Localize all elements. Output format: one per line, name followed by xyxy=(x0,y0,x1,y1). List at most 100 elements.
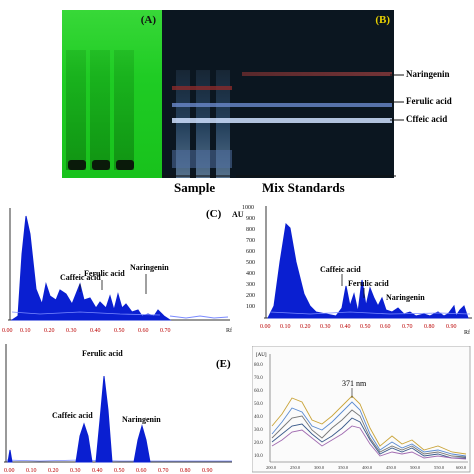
panel-f-ytick-40: 40.0 xyxy=(254,415,263,420)
spectrum-2 xyxy=(271,401,467,457)
band-label-ferulic: Ferulic acid xyxy=(406,96,452,106)
panel-e-tick-3: 0.30 xyxy=(70,468,81,474)
panel-d-ytick-900: 900 xyxy=(246,216,255,222)
spectrum-4 xyxy=(271,417,466,459)
panel-f-ytick-80: 80.0 xyxy=(254,363,263,368)
panel-f-xtick-550: 550.0 xyxy=(434,465,445,470)
panel-f-xtick-250: 250.0 xyxy=(290,465,301,470)
panel-c-peak-caffeic: Caffeic acid xyxy=(60,273,101,282)
panel-d-xtick-2: 0.20 xyxy=(300,324,311,330)
panel-b-annotations xyxy=(390,74,404,121)
panel-c-tick-7: 0.70 xyxy=(160,328,171,334)
panel-f-ytick-70: 70.0 xyxy=(254,376,263,381)
panel-f-ytick-50: 50.0 xyxy=(254,402,263,407)
panel-a-label: (A) xyxy=(140,14,156,26)
panel-e-tick-4: 0.40 xyxy=(92,468,103,474)
panel-c-tick-2: 0.20 xyxy=(44,328,55,334)
panel-f-y-unit: [AU] xyxy=(256,353,267,358)
panel-d-peak-ferulic: Ferulic acid xyxy=(348,279,389,288)
panel-f-xtick-200: 200.0 xyxy=(266,465,277,470)
lane-1 xyxy=(66,50,86,170)
lane-2 xyxy=(90,50,110,170)
panel-f-xtick-450: 450.0 xyxy=(386,465,397,470)
panel-c-label: (C) xyxy=(206,208,222,220)
panel-e-tick-7: 0.70 xyxy=(158,468,169,474)
panel-e-peak-naringenin: Naringenin xyxy=(122,415,161,424)
panel-d-ytick-500: 500 xyxy=(246,260,255,266)
panel-e-tick-0: 0.00 xyxy=(4,468,15,474)
panel-d-xtick-7: 0.70 xyxy=(402,324,413,330)
panel-c-tick-4: 0.40 xyxy=(90,328,101,334)
panel-f-xtick-350: 350.0 xyxy=(338,465,349,470)
panel-d-xtick-0: 0.00 xyxy=(260,324,271,330)
panel-c-peak-ferulic: Ferulic acid xyxy=(84,269,125,278)
panel-f-xtick-600: 600.0 xyxy=(456,465,467,470)
panel-d-ytick-400: 400 xyxy=(246,271,255,277)
panel-c-tick-3: 0.30 xyxy=(66,328,77,334)
band-red xyxy=(172,86,232,90)
panel-f-spectra: [AU] 80.0 70.0 60.0 50.0 40.0 30.0 20.0 … xyxy=(252,346,471,473)
panel-d-xtick-8: 0.80 xyxy=(424,324,435,330)
panel-c-tick-0: 0.00 xyxy=(2,328,13,334)
panel-e-tick-9: 0.90 xyxy=(202,468,213,474)
panel-d-ytick-1000: 1000 xyxy=(242,205,254,211)
panel-e-tick-8: 0.80 xyxy=(180,468,191,474)
panel-e-tick-6: 0.60 xyxy=(136,468,147,474)
panel-c-tick-5: 0.50 xyxy=(114,328,125,334)
lane-3 xyxy=(114,50,134,170)
panel-d-ytick-600: 600 xyxy=(246,249,255,255)
origin-spot-3 xyxy=(116,160,134,170)
panel-c-tick-rf: Rf xyxy=(226,327,232,334)
panel-a-plate: (A) xyxy=(62,10,162,178)
panel-f-ytick-20: 20.0 xyxy=(254,441,263,446)
panel-e-tick-5: 0.50 xyxy=(114,468,125,474)
band-lower xyxy=(172,150,232,168)
panel-c-tick-6: 0.60 xyxy=(138,328,149,334)
panel-f-xtick-300: 300.0 xyxy=(314,465,325,470)
panel-f-xtick-500: 500.0 xyxy=(410,465,421,470)
panel-e-peak-caffeic: Caffeic acid xyxy=(52,411,93,420)
panel-f-annotation: 371 nm xyxy=(342,379,367,388)
panel-d-xtick-rf: Rf xyxy=(464,329,470,336)
panel-f-ytick-30: 30.0 xyxy=(254,428,263,433)
panel-e-chromatogram: Ferulic acid Caffeic acid Naringenin 0.0… xyxy=(4,344,232,474)
panel-c-peak-naringenin: Naringenin xyxy=(130,263,169,272)
band-label-naringenin: Naringenin xyxy=(406,69,450,79)
panel-f-ytick-10: 10.0 xyxy=(254,454,263,459)
panel-d-xtick-3: 0.30 xyxy=(320,324,331,330)
panel-d-chromatogram: 1000 900 800 700 600 500 400 300 200 100… xyxy=(242,205,472,336)
band-ferulic xyxy=(172,103,392,107)
spectrum-1 xyxy=(271,395,467,455)
panel-d-xtick-5: 0.50 xyxy=(360,324,371,330)
panel-c-tick-1: 0.10 xyxy=(20,328,31,334)
panel-d-xtick-6: 0.60 xyxy=(380,324,391,330)
panel-d-xtick-1: 0.10 xyxy=(280,324,291,330)
panel-e-label: (E) xyxy=(216,358,231,370)
panel-f-ytick-60: 60.0 xyxy=(254,389,263,394)
panel-b-plate: (B) xyxy=(162,10,394,178)
panel-d-xtick-4: 0.40 xyxy=(340,324,351,330)
panel-d-y-unit: AU xyxy=(232,210,244,219)
panel-c-chromatogram: 0.00 0.10 0.20 0.30 0.40 0.50 0.60 0.70 … xyxy=(2,208,232,334)
panel-f-xtick-400: 400.0 xyxy=(362,465,373,470)
panel-d-ytick-800: 800 xyxy=(246,227,255,233)
group-brackets xyxy=(162,175,396,177)
panel-d-ytick-300: 300 xyxy=(246,282,255,288)
panel-e-tick-2: 0.20 xyxy=(48,468,59,474)
band-caffeic xyxy=(172,118,392,123)
panel-d-peak-naringenin: Naringenin xyxy=(386,293,425,302)
origin-spot-1 xyxy=(68,160,86,170)
spectrum-3 xyxy=(271,409,467,458)
origin-spot-2 xyxy=(92,160,110,170)
panel-e-tick-1: 0.10 xyxy=(26,468,37,474)
group-label-sample: Sample xyxy=(174,180,216,195)
panel-d-peaks xyxy=(267,222,469,319)
panel-e-peak-ferulic: Ferulic acid xyxy=(82,349,123,358)
panel-d-ytick-200: 200 xyxy=(246,293,255,299)
panel-d-ytick-700: 700 xyxy=(246,238,255,244)
panel-b-label: (B) xyxy=(375,14,390,26)
spectrum-5 xyxy=(271,425,467,460)
panel-d-xtick-9: 0.90 xyxy=(446,324,457,330)
panel-d-peak-caffeic: Caffeic acid xyxy=(320,265,361,274)
band-naringenin xyxy=(242,72,392,76)
